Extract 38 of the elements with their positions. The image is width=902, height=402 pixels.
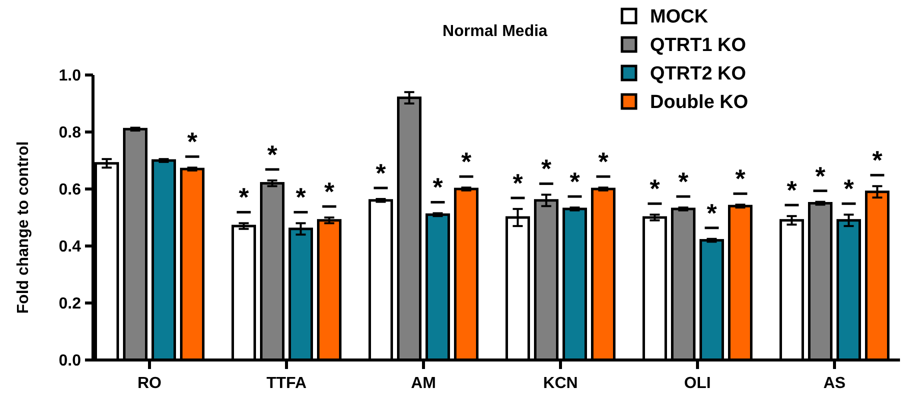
chart-title: Normal Media xyxy=(442,23,548,40)
data-label: * xyxy=(844,174,855,204)
y-tick-label: 1.0 xyxy=(58,68,82,85)
legend-label: MOCK xyxy=(650,6,708,28)
y-tick-label: 0.4 xyxy=(58,238,82,256)
x-tick-label: TTFA xyxy=(266,375,307,392)
data-label: * xyxy=(815,160,826,191)
data-label: * xyxy=(678,166,690,197)
data-label: * xyxy=(598,146,610,177)
data-label: * xyxy=(570,166,581,197)
data-label: * xyxy=(872,145,884,176)
legend-label: QTRT1 KO xyxy=(650,35,746,56)
y-tick-label: 0.2 xyxy=(58,296,82,313)
y-tick-label: 0.8 xyxy=(58,124,82,142)
y-axis-title: Fold change to control xyxy=(15,141,32,314)
data-label: * xyxy=(735,164,746,194)
y-tick-label: 0.6 xyxy=(58,182,82,199)
data-label: * xyxy=(187,126,198,157)
data-label: * xyxy=(238,182,250,212)
data-label: * xyxy=(706,198,718,228)
data-label: * xyxy=(541,154,552,184)
x-tick-label: AS xyxy=(823,375,846,392)
data-label: * xyxy=(786,175,798,206)
data-label: * xyxy=(512,168,524,198)
data-label: * xyxy=(376,158,387,188)
legend-label: QTRT2 KO xyxy=(650,64,746,85)
x-tick-label: OLI xyxy=(684,375,711,392)
data-label: * xyxy=(432,172,444,202)
data-label: * xyxy=(650,174,661,204)
data-label: * xyxy=(267,139,278,170)
legend-label: Double KO xyxy=(650,92,748,114)
data-label: * xyxy=(324,176,336,206)
x-tick-label: AM xyxy=(411,375,436,392)
data-label: * xyxy=(461,146,472,177)
data-label: * xyxy=(296,182,307,212)
x-tick-label: RO xyxy=(138,375,162,392)
y-tick-label: 0.0 xyxy=(58,352,82,370)
x-tick-label: KCN xyxy=(543,375,578,392)
